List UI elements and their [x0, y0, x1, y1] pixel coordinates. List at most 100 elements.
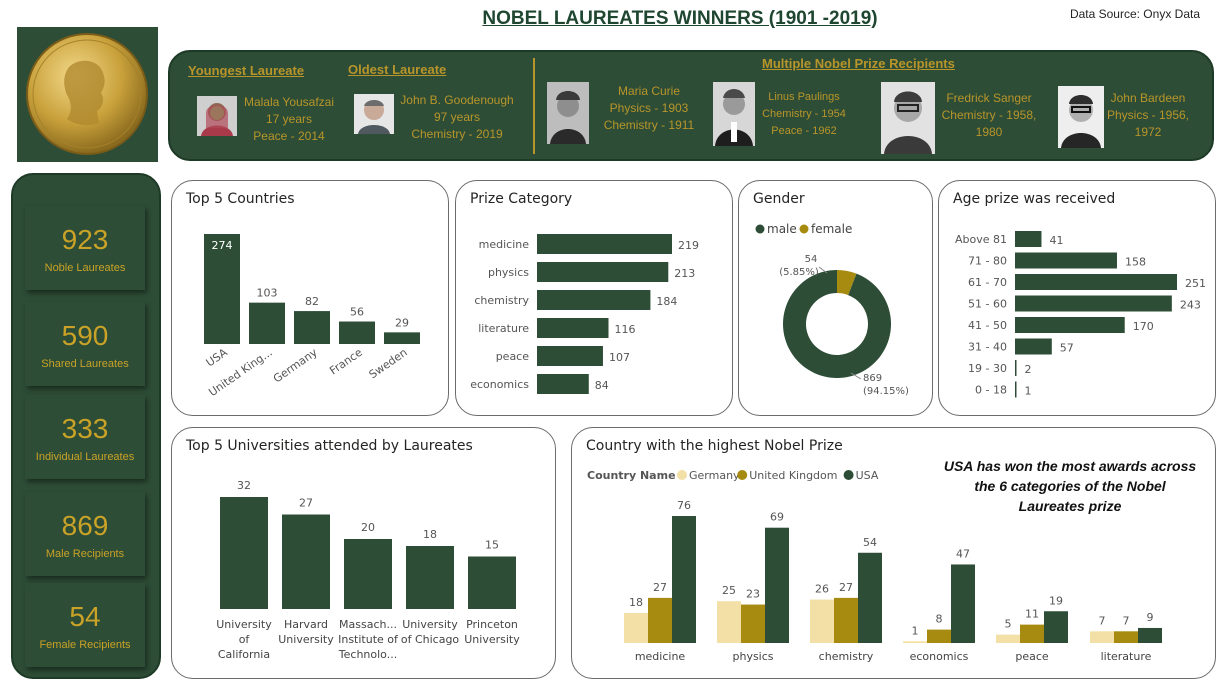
bar [927, 629, 951, 643]
tick-label: literature [478, 322, 529, 335]
bardeen-photo [1058, 86, 1104, 148]
data-label: 41 [1049, 234, 1063, 247]
legend-title: Country Name [587, 469, 676, 482]
tick-label: 41 - 50 [968, 319, 1007, 332]
data-label: 243 [1180, 299, 1201, 312]
kpi-individual-laureates: 333 Individual Laureates [25, 395, 145, 479]
data-label: 25 [722, 584, 736, 597]
tick-label: Germany [271, 346, 320, 386]
youngest-laureate-info: Malala Yousafzai 17 years Peace - 2014 [240, 94, 338, 145]
tick-label: Technolo... [338, 648, 397, 661]
bar [1015, 231, 1042, 247]
tick-label: Sweden [367, 346, 410, 382]
bar [1090, 631, 1114, 643]
recipient-name: Linus Paulings [768, 91, 840, 103]
curie-photo [547, 82, 589, 144]
leader-line [818, 266, 828, 274]
data-label: 1 [1025, 385, 1032, 398]
data-source: Data Source: Onyx Data [1069, 7, 1200, 21]
pie-slice [837, 270, 857, 296]
kpi-label: Noble Laureates [44, 262, 126, 274]
data-label: 56 [350, 306, 364, 319]
tick-label: of [239, 633, 251, 646]
pauling-photo [713, 82, 755, 146]
tick-label: economics [470, 378, 529, 391]
medal-icon [26, 33, 148, 155]
bar [339, 321, 375, 344]
recipient-name: Fredrick Sanger [946, 91, 1032, 105]
tick-label: Harvard [284, 618, 328, 631]
bar [810, 599, 834, 643]
youngest-laureate-heading: Youngest Laureate [188, 63, 305, 78]
tick-label: 0 - 18 [975, 384, 1007, 397]
youngest-prize: Peace - 2014 [253, 129, 325, 143]
kpi-value: 333 [61, 413, 109, 444]
tick-label: 19 - 30 [968, 362, 1007, 375]
data-label: 26 [815, 583, 829, 596]
tick-label: of Chicago [401, 633, 460, 646]
sanger-photo [881, 82, 935, 154]
data-label: 251 [1185, 277, 1206, 290]
legend-marker [755, 224, 765, 234]
data-label: 27 [653, 581, 667, 594]
bar [282, 514, 330, 609]
age-card: Age prize was received Above 81 41 71 - 80… [938, 180, 1216, 416]
bar [834, 597, 858, 643]
youngest-name: Malala Yousafzai [243, 95, 335, 109]
bar [220, 497, 268, 609]
legend-marker [843, 470, 854, 480]
tick-label: California [218, 648, 270, 661]
age-chart: Above 81 41 71 - 80 158 61 - 70 251 51 - 60 243… [955, 231, 1206, 398]
laureates-banner [168, 50, 1214, 161]
bar [294, 311, 330, 344]
data-label: 7 [1099, 614, 1106, 627]
data-label: 7 [1123, 614, 1130, 627]
bar [1020, 624, 1044, 643]
bar [537, 318, 609, 338]
recipient-name: John Bardeen [1110, 91, 1186, 105]
bar [672, 516, 696, 643]
legend-marker [677, 470, 687, 480]
data-label: 54 [805, 254, 818, 265]
universities-chart: 32 University of California 27 Harvard Univers… [216, 479, 520, 661]
recipient-prize: Chemistry - 1958, [941, 108, 1037, 122]
data-label: 54 [863, 536, 877, 549]
data-label: 158 [1125, 256, 1146, 269]
tick-label: University [464, 633, 520, 646]
tick-label: chemistry [474, 294, 529, 307]
tick-label: University [278, 633, 334, 646]
recipient-name: Maria Curie [617, 84, 680, 98]
tick-label: medicine [635, 650, 686, 663]
prize-category-chart: medicine 219 physics 213 chemistry 184 literat… [470, 234, 699, 394]
data-label: 9 [1147, 611, 1154, 624]
bar [1138, 627, 1162, 643]
bar [1015, 295, 1172, 312]
bar [344, 539, 392, 609]
kpi-label: Female Recipients [39, 639, 131, 651]
tick-label: Above 81 [955, 233, 1007, 246]
bar [648, 597, 672, 643]
data-label: 84 [595, 379, 609, 392]
tick-label: France [327, 346, 365, 378]
data-label: 116 [615, 323, 636, 336]
kpi-value: 923 [61, 224, 109, 255]
tick-label: economics [910, 650, 969, 663]
data-label: 11 [1025, 608, 1039, 621]
kpi-value: 869 [61, 510, 109, 541]
insight-note: USA has won the most awards across the 6… [943, 458, 1197, 514]
bar [1015, 274, 1177, 290]
bar [1114, 631, 1138, 643]
data-label: 29 [395, 316, 409, 329]
oldest-name: John B. Goodenough [400, 93, 514, 107]
recipient-prize: Peace - 1962 [771, 125, 837, 137]
multiple-recipients-heading: Multiple Nobel Prize Recipients [762, 56, 955, 71]
tick-label: 61 - 70 [968, 276, 1007, 289]
bar [1015, 360, 1017, 376]
bar [1015, 338, 1052, 355]
chart-title: Age prize was received [953, 191, 1116, 207]
gender-card: Gender male female 54 (5.85%) 869 (94.15%) [738, 180, 933, 416]
universities-card: Top 5 Universities attended by Laureates… [171, 427, 556, 679]
tick-label: peace [1015, 650, 1049, 663]
bar [951, 564, 975, 643]
